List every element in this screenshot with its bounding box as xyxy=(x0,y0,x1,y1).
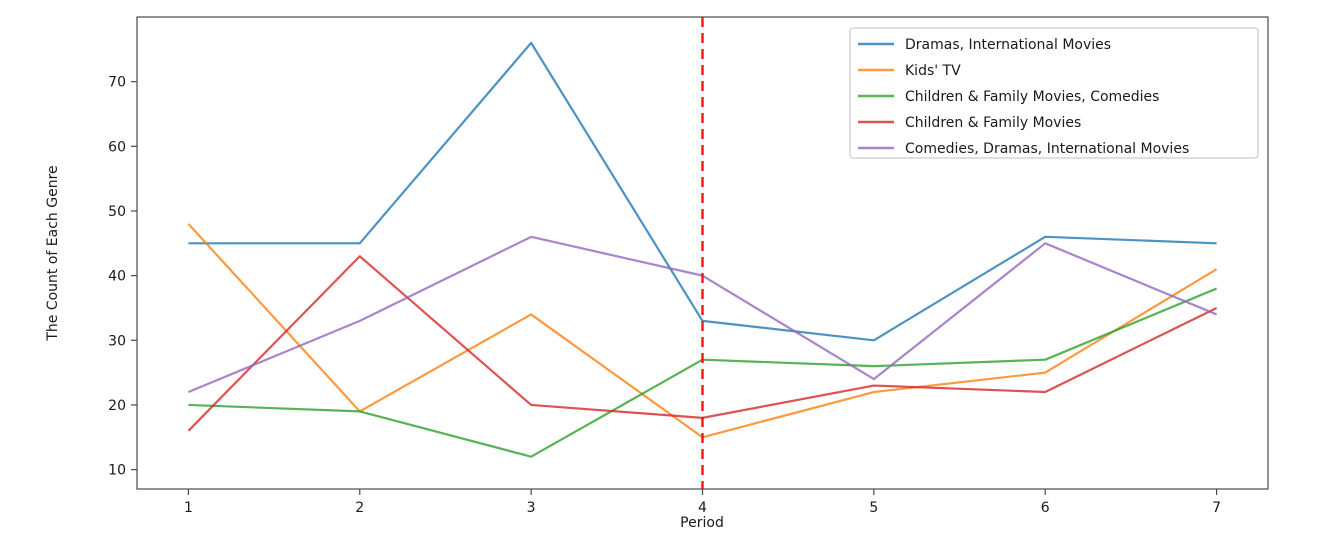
y-tick-label: 40 xyxy=(108,269,126,285)
legend-item: Children & Family Movies xyxy=(858,115,1081,131)
legend-label: Children & Family Movies, Comedies xyxy=(905,89,1159,105)
legend-item: Comedies, Dramas, International Movies xyxy=(858,141,1189,157)
x-tick-label: 6 xyxy=(1041,500,1050,516)
x-tick-label: 4 xyxy=(698,500,707,516)
legend: Dramas, International Movies Kids' TV Chil… xyxy=(849,27,1259,159)
y-axis-label: The Count of Each Genre xyxy=(45,165,61,341)
x-axis-label: Period xyxy=(680,515,724,531)
legend-item: Dramas, International Movies xyxy=(858,37,1111,53)
legend-box xyxy=(849,27,1259,159)
legend-label: Kids' TV xyxy=(905,63,961,79)
x-tick-label: 7 xyxy=(1212,500,1221,516)
legend-label: Dramas, International Movies xyxy=(905,37,1111,53)
x-tick-label: 3 xyxy=(527,500,536,516)
y-tick-label: 60 xyxy=(108,139,126,155)
x-tick-label: 2 xyxy=(355,500,364,516)
y-tick-label: 20 xyxy=(108,398,126,414)
legend-item: Children & Family Movies, Comedies xyxy=(858,89,1159,105)
series-line-1 xyxy=(188,41,1217,342)
y-tick-label: 70 xyxy=(108,75,126,91)
x-tick-label: 5 xyxy=(869,500,878,516)
legend-item: Kids' TV xyxy=(858,63,961,79)
y-tick-label: 10 xyxy=(108,463,126,479)
legend-label: Children & Family Movies xyxy=(905,115,1081,131)
legend-label: Comedies, Dramas, International Movies xyxy=(905,141,1189,157)
y-tick-label: 50 xyxy=(108,204,126,220)
x-tick-label: 1 xyxy=(184,500,193,516)
y-tick-label: 30 xyxy=(108,333,126,349)
